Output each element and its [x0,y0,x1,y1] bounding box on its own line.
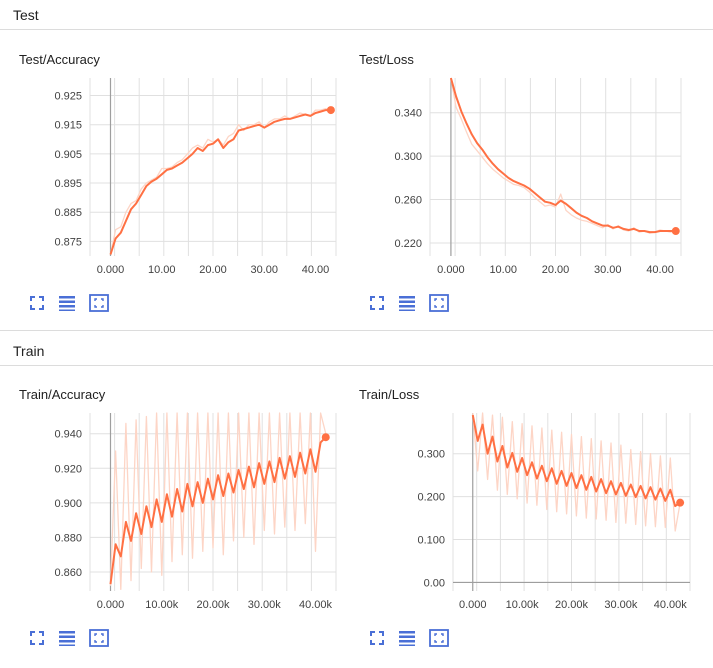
chart-plot[interactable]: 0.220 0.260 0.300 0.340 0.000 10.00 20.00 30.00… [340,38,685,283]
section-header-test[interactable]: Test [0,0,713,30]
fit-to-data-button[interactable] [88,627,110,649]
fit-domain-icon [366,296,388,318]
divider [0,29,713,30]
toggle-log-scale-icon [396,296,418,318]
raw-series-line [472,412,681,532]
section-title: Test [13,7,39,23]
x-tick-label: 0.000 [437,264,465,276]
toggle-log-scale-button[interactable] [56,292,78,314]
x-tick-label: 0.000 [97,264,125,276]
smoothed-series-line [109,436,327,585]
divider [0,330,713,331]
chart-card-test-loss: Test/Loss 0.220 0.260 0.300 0.340 0.000 10.00… [340,38,682,333]
chart-title: Train/Accuracy [19,387,106,402]
fit-domain-icon [366,631,388,653]
smoothed-series-line [109,109,331,255]
chart-card-train-loss: Train/Loss 0.00 0.100 0.200 0.300 0.000 10.00… [340,373,691,668]
last-point-marker [676,498,685,507]
chart-plot[interactable]: 0.00 0.100 0.200 0.300 0.000 10.00k 20.00k 30.0… [340,373,700,618]
toggle-log-scale-icon [396,631,418,653]
chart-card-test-accuracy: Test/Accuracy 0.875 0.885 0.895 0.905 0.915 0… [0,38,340,333]
chart-plot[interactable]: 0.875 0.885 0.895 0.905 0.915 0.925 0.000 10.00… [0,38,340,283]
raw-series-line [450,77,676,234]
fit-domain-button[interactable] [26,627,48,649]
y-tick-label: 0.875 [54,236,82,248]
y-tick-label: 0.340 [394,108,422,120]
last-point-marker [326,106,335,115]
y-tick-label: 0.00 [424,577,445,589]
toggle-log-scale-button[interactable] [56,627,78,649]
fit-to-data-icon [428,294,450,318]
x-tick-label: 20.00 [542,264,570,276]
x-tick-label: 40.00 [302,264,330,276]
y-tick-label: 0.905 [54,149,82,161]
raw-series-line [109,412,327,590]
y-tick-label: 0.220 [394,238,422,250]
y-tick-label: 0.895 [54,178,82,190]
fit-domain-button[interactable] [366,292,388,314]
x-tick-label: 30.00k [604,599,638,611]
y-tick-label: 0.925 [54,91,82,103]
x-tick-label: 10.00 [148,264,176,276]
x-tick-label: 20.00k [555,599,589,611]
chart-grid [429,78,682,256]
y-tick-label: 0.885 [54,207,82,219]
fit-domain-button[interactable] [26,292,48,314]
toggle-log-scale-icon [56,296,78,318]
x-tick-label: 40.00k [654,599,688,611]
chart-title: Test/Loss [359,52,414,67]
fit-domain-icon [26,631,48,653]
chart-card-train-accuracy: Train/Accuracy 0.860 0.880 0.900 0.920 0.940… [0,373,340,668]
last-point-marker [671,227,680,236]
y-tick-label: 0.260 [394,195,422,207]
fit-domain-icon [26,296,48,318]
last-point-marker [321,433,330,442]
chart-grid [89,413,337,591]
section-header-train[interactable]: Train [0,336,713,366]
toggle-log-scale-button[interactable] [396,627,418,649]
smoothed-series-line [471,414,681,508]
y-tick-label: 0.300 [394,151,422,163]
x-tick-label: 40.00k [299,599,333,611]
x-tick-label: 0.000 [459,599,487,611]
x-tick-label: 40.00 [646,264,674,276]
y-tick-label: 0.200 [417,492,445,504]
toggle-log-scale-button[interactable] [396,292,418,314]
y-tick-label: 0.100 [417,535,445,547]
raw-series-line [109,107,332,255]
y-tick-label: 0.940 [54,429,82,441]
toggle-log-scale-icon [56,631,78,653]
smoothed-series-line [449,77,676,234]
fit-to-data-icon [428,629,450,653]
chart-plot[interactable]: 0.860 0.880 0.900 0.920 0.940 0.000 10.00k 20.0… [0,373,340,618]
chart-title: Test/Accuracy [19,52,100,67]
section-title: Train [13,343,45,359]
y-tick-label: 0.300 [417,449,445,461]
fit-to-data-icon [88,629,110,653]
chart-title: Train/Loss [359,387,420,402]
x-tick-label: 20.00k [196,599,230,611]
fit-to-data-button[interactable] [428,627,450,649]
chart-grid [89,78,337,256]
x-tick-label: 30.00k [248,599,282,611]
fit-domain-button[interactable] [366,627,388,649]
fit-to-data-button[interactable] [88,292,110,314]
x-tick-label: 10.00k [506,599,540,611]
fit-to-data-icon [88,294,110,318]
y-tick-label: 0.920 [54,463,82,475]
y-tick-label: 0.860 [54,567,82,579]
fit-to-data-button[interactable] [428,292,450,314]
x-tick-label: 20.00 [199,264,227,276]
divider [0,365,713,366]
x-tick-label: 30.00 [594,264,622,276]
y-tick-label: 0.915 [54,120,82,132]
x-tick-label: 0.000 [97,599,125,611]
x-tick-label: 10.00 [489,264,517,276]
y-tick-label: 0.880 [54,532,82,544]
y-tick-label: 0.900 [54,498,82,510]
x-tick-label: 10.00k [145,599,179,611]
x-tick-label: 30.00 [250,264,278,276]
